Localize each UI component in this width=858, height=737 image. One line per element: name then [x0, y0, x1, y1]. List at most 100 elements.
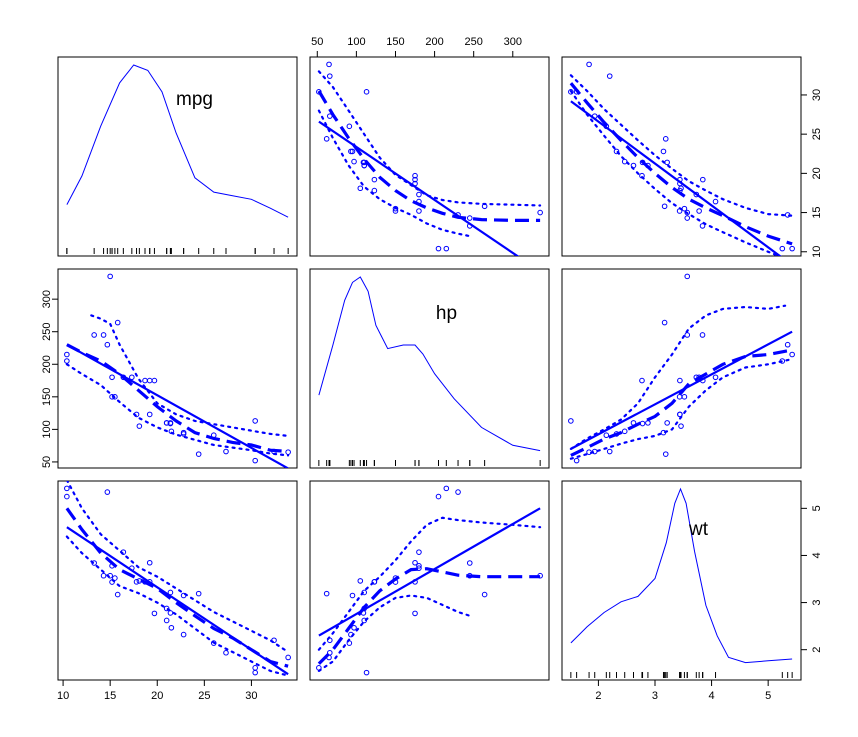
variable-label-wt: wt — [688, 519, 709, 540]
panel-frame-hp-hp — [309, 268, 550, 469]
panel-frame-mpg-wt — [561, 56, 802, 257]
point-hp_vs_wt — [568, 418, 574, 424]
fit-line-hp_vs_mpg — [66, 343, 289, 468]
tick-label-mpg-bottom: 25 — [198, 690, 210, 702]
point-wt_vs_hp — [371, 579, 378, 585]
spread-lower-hp_vs_wt — [569, 358, 794, 460]
point-hp_vs_mpg — [285, 449, 291, 455]
smooth-line-mpg_vs_wt — [569, 82, 793, 246]
point-wt_vs_mpg — [100, 572, 107, 579]
tick-label-mpg-right: 15 — [811, 206, 823, 218]
point-wt_vs_hp — [481, 591, 488, 598]
panel-frame-hp-wt — [561, 268, 802, 469]
tick-label-hp-top: 250 — [465, 36, 483, 48]
tick-label-hp-left: 100 — [41, 420, 53, 438]
point-hp_vs_wt — [712, 374, 719, 381]
tick-label-hp-top: 100 — [347, 36, 365, 48]
point-wt_vs_hp — [416, 563, 422, 569]
point-hp_vs_mpg — [104, 341, 111, 348]
point-mpg_vs_wt — [621, 158, 628, 165]
point-hp_vs_wt — [664, 420, 670, 426]
point-wt_vs_mpg — [64, 493, 70, 500]
point-wt_vs_hp — [363, 669, 370, 676]
point-hp_vs_wt — [678, 423, 684, 429]
tick-label-hp-top: 150 — [386, 36, 404, 48]
point-hp_vs_wt — [662, 451, 669, 457]
point-hp_vs_wt — [699, 332, 706, 338]
point-wt_vs_mpg — [104, 489, 111, 495]
point-mpg_vs_wt — [586, 61, 592, 68]
point-wt_vs_hp — [466, 560, 473, 566]
point-wt_vs_hp — [435, 493, 442, 500]
point-hp_vs_mpg — [146, 411, 153, 418]
spread-upper-mpg_vs_hp — [317, 70, 542, 207]
point-wt_vs_mpg — [180, 631, 187, 638]
point-mpg_vs_wt — [613, 148, 620, 155]
point-mpg_vs_hp — [361, 162, 368, 169]
point-mpg_vs_wt — [696, 208, 702, 214]
point-mpg_vs_hp — [392, 205, 399, 212]
tick-label-wt-bottom: 4 — [709, 690, 715, 702]
point-mpg_vs_wt — [661, 203, 668, 210]
smooth-line-hp_vs_mpg — [66, 343, 289, 454]
point-hp_vs_mpg — [109, 374, 115, 381]
spread-lower-mpg_vs_wt — [569, 89, 782, 256]
tick-label-wt-right: 4 — [811, 552, 823, 558]
point-mpg_vs_hp — [326, 61, 332, 68]
smooth-line-hp_vs_wt — [570, 348, 793, 457]
tick-label-wt-bottom: 5 — [765, 690, 771, 702]
point-hp_vs_mpg — [146, 377, 153, 384]
point-mpg_vs_hp — [416, 191, 422, 198]
point-mpg_vs_hp — [412, 172, 418, 179]
point-mpg_vs_hp — [537, 209, 543, 216]
point-mpg_vs_hp — [466, 215, 473, 221]
tick-label-hp-left: 50 — [41, 456, 53, 468]
point-wt_vs_mpg — [151, 610, 158, 617]
point-hp_vs_mpg — [142, 377, 148, 384]
spread-upper-wt_vs_mpg — [66, 481, 290, 654]
tick-label-mpg-right: 20 — [811, 167, 823, 179]
fit-line-mpg_vs_wt — [570, 100, 782, 256]
point-hp_vs_wt — [603, 432, 610, 439]
point-hp_vs_mpg — [151, 377, 158, 384]
point-mpg_vs_hp — [371, 187, 378, 194]
density-curve-mpg — [66, 64, 289, 218]
point-hp_vs_wt — [573, 457, 580, 464]
point-wt_vs_hp — [455, 489, 461, 495]
smooth-line-mpg_vs_hp — [317, 90, 541, 222]
variable-label-mpg: mpg — [176, 89, 213, 110]
point-mpg_vs_wt — [789, 245, 795, 252]
point-mpg_vs_hp — [363, 89, 370, 95]
point-mpg_vs_hp — [435, 245, 442, 252]
point-hp_vs_wt — [789, 351, 795, 358]
tick-label-mpg-bottom: 15 — [104, 690, 116, 702]
point-hp_vs_wt — [621, 428, 628, 435]
spread-lower-hp_vs_mpg — [65, 363, 290, 457]
tick-label-hp-top: 50 — [311, 36, 323, 48]
point-hp_vs_mpg — [129, 374, 135, 381]
point-hp_vs_wt — [784, 341, 791, 348]
tick-label-hp-top: 200 — [425, 36, 443, 48]
point-wt_vs_hp — [416, 549, 422, 555]
point-mpg_vs_wt — [684, 215, 691, 221]
point-mpg_vs_wt — [660, 148, 667, 155]
tick-label-hp-top: 300 — [504, 36, 522, 48]
fit-line-hp_vs_wt — [570, 330, 793, 450]
point-hp_vs_mpg — [195, 451, 202, 457]
spread-upper-hp_vs_wt — [569, 304, 787, 450]
point-hp_vs_mpg — [64, 351, 70, 358]
point-hp_vs_mpg — [252, 418, 258, 424]
tick-label-wt-bottom: 2 — [595, 690, 601, 702]
fit-line-mpg_vs_hp — [318, 120, 520, 256]
point-mpg_vs_wt — [700, 176, 706, 183]
tick-label-mpg-bottom: 20 — [151, 690, 163, 702]
point-mpg_vs_hp — [357, 185, 364, 192]
point-mpg_vs_wt — [568, 89, 574, 95]
point-hp_vs_mpg — [223, 448, 229, 455]
smooth-line-wt_vs_mpg — [65, 507, 289, 668]
point-wt_vs_mpg — [252, 669, 258, 676]
point-hp_vs_mpg — [180, 429, 187, 436]
point-hp_vs_mpg — [163, 420, 170, 426]
point-mpg_vs_wt — [606, 73, 613, 79]
point-wt_vs_mpg — [112, 575, 118, 581]
